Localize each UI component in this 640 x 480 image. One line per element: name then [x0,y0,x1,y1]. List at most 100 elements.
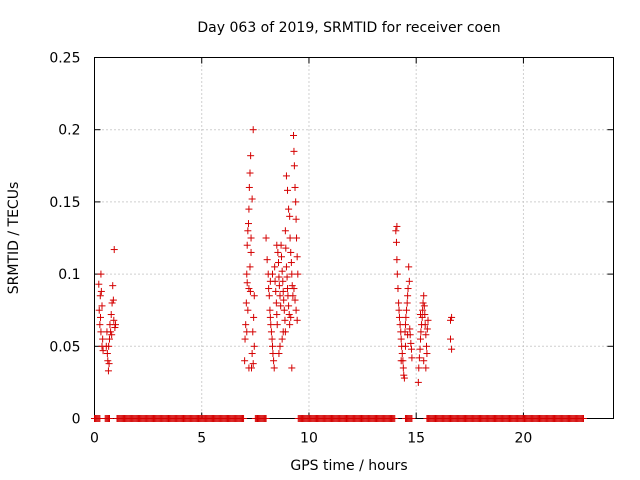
data-point [288,364,296,372]
data-point [105,342,113,350]
data-point [393,270,401,278]
x-axis-label: GPS time / hours [290,458,407,474]
data-point [97,313,105,321]
data-point [270,357,278,365]
data-point [266,313,274,321]
data-point [293,253,301,261]
data-point [274,248,282,256]
data-point [272,287,280,295]
data-point [282,244,290,252]
data-point [416,335,424,343]
data-point [265,285,273,293]
data-point [398,350,406,358]
data-point [247,234,255,242]
data-point [250,342,258,350]
data-point [242,299,250,307]
data-point [419,306,427,314]
data-point [293,234,301,242]
data-point [279,277,287,285]
data-point [241,357,249,365]
data-point [288,282,296,290]
data-point [111,324,119,332]
data-point [245,364,253,372]
data-point [243,328,251,336]
data-point [403,306,411,314]
data-point [272,299,280,307]
data-point [273,311,281,319]
data-point [268,335,276,343]
data-point [291,183,299,191]
data-point [282,263,290,271]
data-point [241,335,249,343]
data-point [408,415,416,422]
data-point [273,321,281,329]
data-point [397,335,405,343]
data-point [99,347,107,355]
data-point [420,292,428,300]
x-tick-label: 15 [407,431,425,447]
data-point [107,311,115,319]
data-point [393,256,401,264]
data-point [399,364,407,372]
data-point [419,299,427,307]
data-point [278,253,286,261]
data-point [104,367,112,375]
y-tick-label: 0 [72,412,81,428]
data-point [404,292,412,300]
data-point [290,162,298,170]
data-point [400,374,408,382]
data-point [95,280,103,288]
data-point [269,270,277,278]
data-point [422,331,430,339]
data-point [263,256,271,264]
y-tick-label: 0.1 [58,267,80,283]
data-point [109,282,117,290]
axis-ticks: 0 5 10 15 20 0 0.05 0.1 0.15 0.2 0.25 [49,51,614,447]
data-point [96,292,104,300]
data-point [414,378,422,386]
data-point [408,354,416,362]
y-tick-label: 0.25 [49,51,80,67]
data-point [407,345,415,353]
data-point [262,415,270,422]
data-point [424,316,432,324]
data-point [284,285,292,293]
data-point [285,311,293,319]
data-point [292,215,300,223]
data-point [276,342,284,350]
data-point [249,360,257,368]
data-point [266,306,274,314]
data-point [244,306,252,314]
data-point [269,342,277,350]
data-point [277,302,285,310]
plot-frame [94,57,614,419]
data-point [262,234,270,242]
data-point [289,292,297,300]
data-point [417,328,425,336]
data-point [275,259,283,267]
data-point [275,273,283,281]
data-point [416,345,424,353]
data-point [104,357,112,365]
data-point [290,147,298,155]
data-point [242,321,250,329]
data-point [423,325,431,333]
data-point [285,302,293,310]
data-point [397,357,405,365]
data-point [402,313,410,321]
data-point [281,227,289,235]
data-point [112,321,120,329]
data-marks [91,126,587,422]
data-point [105,360,113,368]
data-point [278,267,286,275]
data-point [579,415,587,422]
data-point [287,248,295,256]
data-point [110,316,118,324]
data-point [286,234,294,242]
data-point [270,364,278,372]
data-point [292,198,300,206]
data-point [99,335,107,343]
data-point [293,316,301,324]
data-point [103,350,111,358]
data-point [246,169,254,177]
